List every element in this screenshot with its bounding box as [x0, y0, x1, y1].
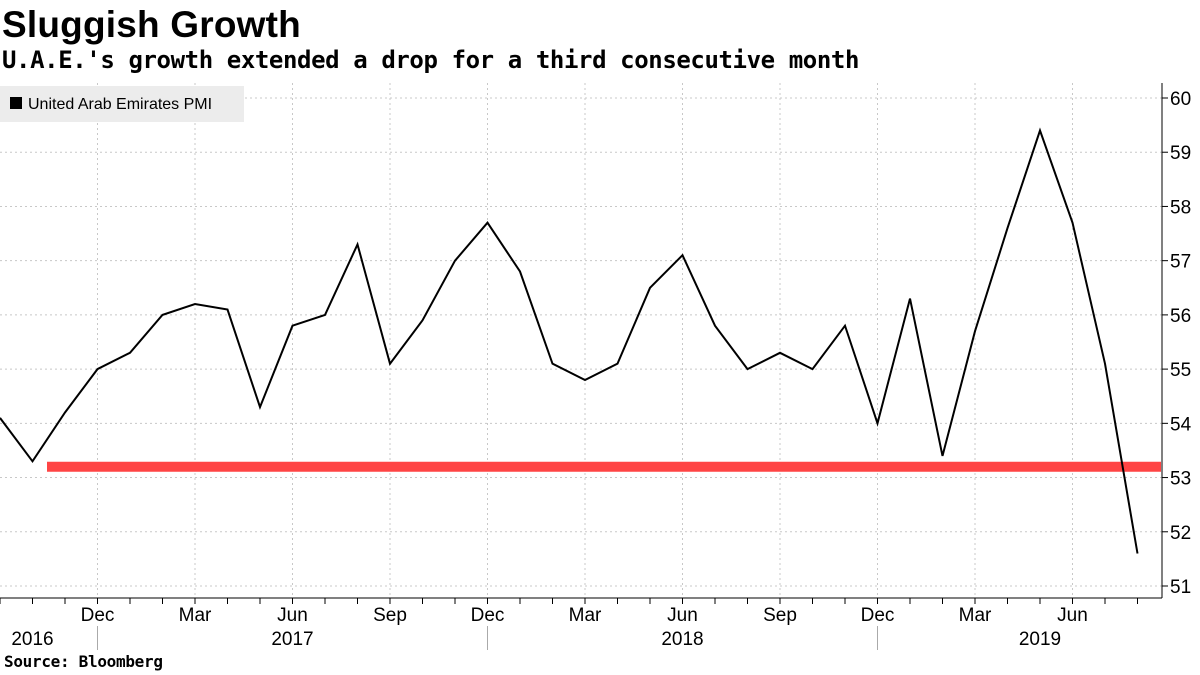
- x-tick-label: Mar: [569, 605, 602, 626]
- y-tick-label: 56: [1170, 306, 1191, 327]
- x-tick-label: Sep: [763, 605, 797, 626]
- chart-subtitle: U.A.E.'s growth extended a drop for a th…: [2, 46, 860, 74]
- legend-label: United Arab Emirates PMI: [28, 96, 212, 113]
- x-tick-label: Jun: [667, 605, 698, 626]
- x-tick-label: Mar: [179, 605, 212, 626]
- y-tick-label: 59: [1170, 143, 1191, 164]
- x-tick-label: Dec: [471, 605, 505, 626]
- series-line-uae-pmi: [0, 127, 1139, 554]
- x-tick-label: Dec: [861, 605, 895, 626]
- y-tick-label: 57: [1170, 252, 1191, 273]
- y-tick-label: 51: [1170, 577, 1191, 598]
- legend-swatch: [10, 97, 22, 109]
- series-layer: [0, 127, 1139, 554]
- x-tick-label: Mar: [959, 605, 992, 626]
- chart-title: Sluggish Growth: [2, 4, 301, 45]
- y-tick-label: 54: [1170, 414, 1192, 435]
- x-year-label: 2016: [11, 629, 53, 650]
- x-year-label: 2019: [1019, 629, 1061, 650]
- x-tick-label: Sep: [373, 605, 407, 626]
- grid-layer: [0, 83, 1162, 598]
- source-note: Source: Bloomberg: [4, 652, 163, 671]
- x-tick-label: Jun: [277, 605, 308, 626]
- legend: United Arab Emirates PMI: [0, 86, 244, 122]
- y-tick-label: 58: [1170, 197, 1191, 218]
- legend-box: [0, 86, 244, 122]
- y-tick-label: 60: [1170, 89, 1191, 110]
- y-tick-label: 55: [1170, 360, 1191, 381]
- y-tick-label: 53: [1170, 469, 1191, 490]
- axis-layer: 51 52 53 54 55 56 57 58 59 60 Dec Mar Jun Sep Dec Mar Ju…: [0, 83, 1192, 650]
- x-tick-label: Dec: [81, 605, 115, 626]
- y-tick-label: 52: [1170, 523, 1191, 544]
- x-year-label: 2017: [271, 629, 313, 650]
- x-year-label: 2018: [661, 629, 703, 650]
- x-tick-label: Jun: [1057, 605, 1088, 626]
